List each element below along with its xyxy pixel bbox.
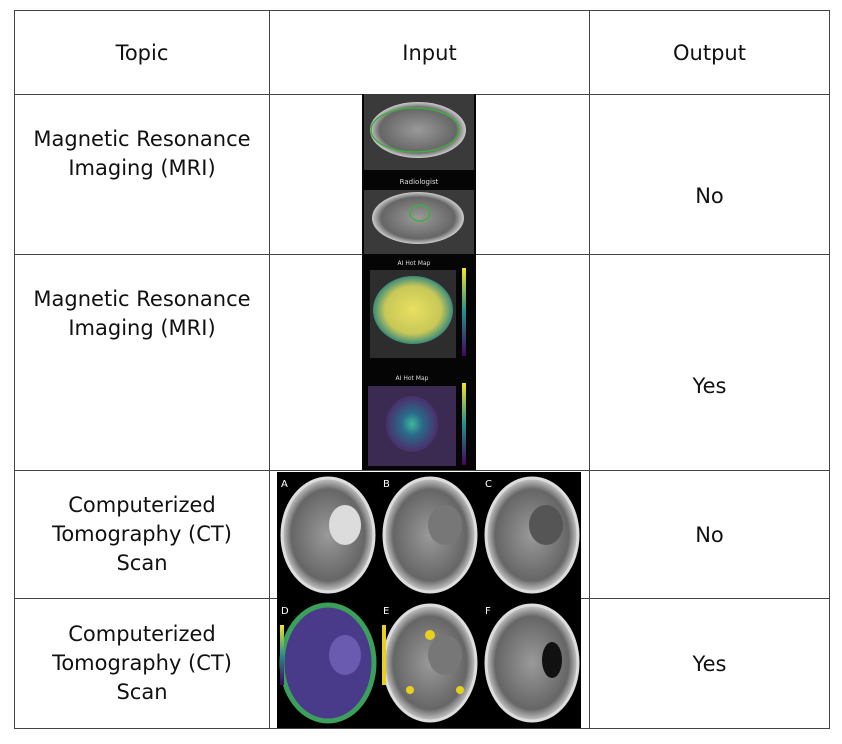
topic-text: Magnetic Resonance Imaging (MRI) [33,127,251,180]
input-cell [269,254,590,471]
input-cell [269,598,590,729]
output-cell: Yes [589,598,830,729]
output-cell: No [589,470,830,599]
topic-cell: Magnetic Resonance Imaging (MRI) [14,254,270,471]
input-cell [269,94,590,255]
topic-text: Magnetic Resonance Imaging (MRI) [33,287,251,340]
input-cell [269,470,590,599]
topic-cell: Magnetic Resonance Imaging (MRI) [14,94,270,255]
table: Topic Input Output Magnetic Resonance Im… [14,10,830,729]
output-cell: Yes [589,254,830,471]
row: Computerized Tomography (CT) Scan No [14,470,830,599]
topic-text: Computerized Tomography (CT) Scan [52,622,232,704]
header-cell: Input [269,10,590,95]
topic-cell: Computerized Tomography (CT) Scan [14,598,270,729]
row: Computerized Tomography (CT) Scan Yes [14,598,830,729]
row: Magnetic Resonance Imaging (MRI) No [14,94,830,255]
output-cell: No [589,94,830,255]
header-row: Topic Input Output [14,10,830,95]
row: Magnetic Resonance Imaging (MRI) Yes [14,254,830,471]
topic-cell: Computerized Tomography (CT) Scan [14,470,270,599]
topic-text: Computerized Tomography (CT) Scan [52,493,232,575]
header-cell: Output [589,10,830,95]
header-cell: Topic [14,10,270,95]
